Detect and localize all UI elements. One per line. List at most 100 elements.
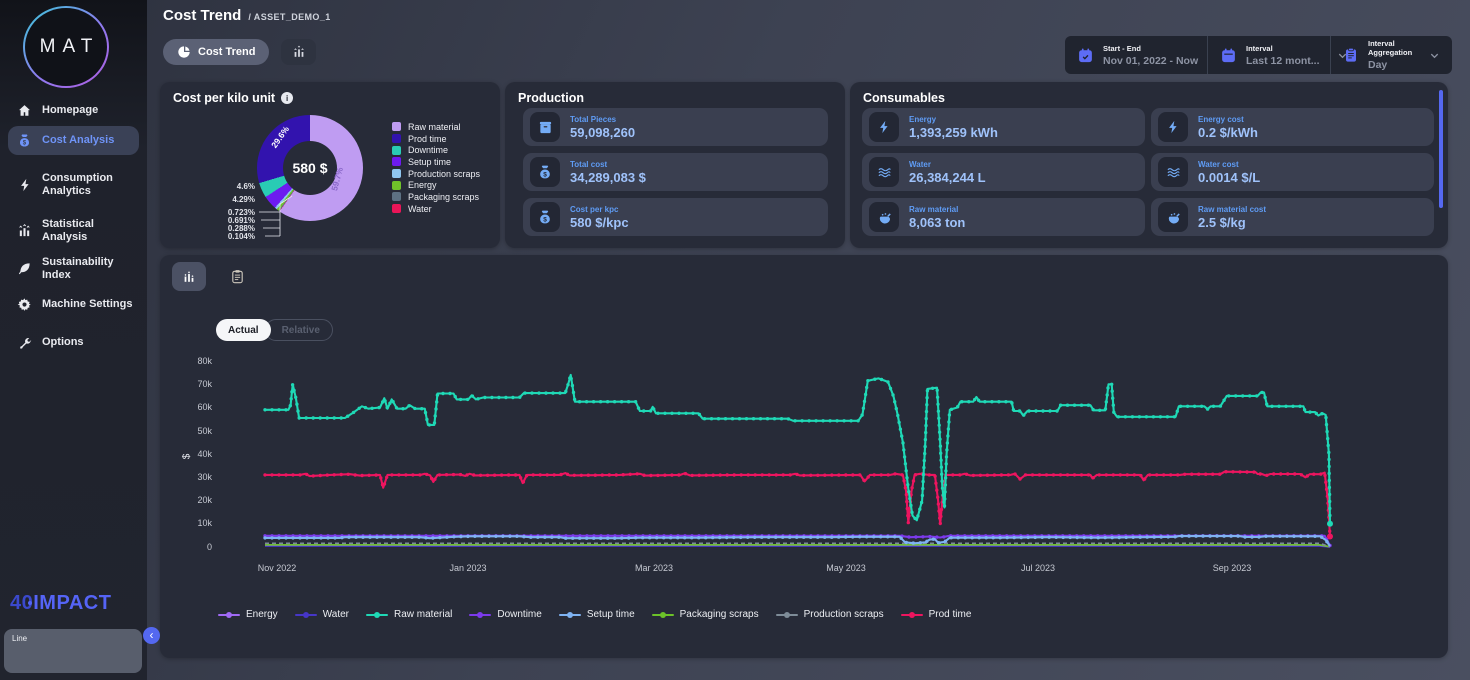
legend-swatch	[900, 611, 923, 618]
kpi-value: 8,063 ton	[909, 214, 966, 230]
legend-swatch	[392, 157, 401, 167]
y-axis-label: $	[181, 453, 193, 460]
info-icon[interactable]: i	[281, 92, 294, 104]
legend-swatch	[392, 134, 401, 144]
kpi-tile-water: Water 26,384,244 L	[862, 153, 1145, 191]
cost-trend-line-chart[interactable]	[220, 352, 1340, 552]
legend-swatch	[775, 611, 798, 618]
gear-icon	[16, 296, 33, 313]
slice-label-energy: 0.691%	[227, 216, 255, 225]
page-header: Cost Trend / ASSET_DEMO_1	[163, 7, 331, 24]
tab-label: Cost Trend	[198, 46, 256, 58]
chart-view-button[interactable]	[172, 262, 206, 291]
y-tick: 50k	[197, 426, 212, 436]
legend-swatch	[366, 611, 388, 618]
kpi-label: Water cost	[1198, 159, 1239, 169]
kpi-value: 2.5 $/kg	[1198, 214, 1246, 230]
sidebar-item-cost-analysis[interactable]: $ Cost Analysis	[8, 126, 139, 155]
toggle-actual[interactable]: Actual	[216, 319, 271, 341]
interval-aggregation-control[interactable]: Interval Aggregation Day	[1330, 36, 1452, 74]
y-tick: 10k	[197, 518, 212, 528]
production-card: Production Total Pieces 59,098,260 $ Tota…	[505, 82, 845, 248]
y-tick: 20k	[197, 495, 212, 505]
donut-legend: Raw material Prod time Downtime Setup ti…	[392, 121, 480, 215]
kpi-label: Energy	[909, 114, 937, 124]
bar-chart-icon	[182, 270, 196, 284]
kpi-value: 26,384,244 L	[909, 169, 986, 185]
kpi-label: Total Pieces	[570, 114, 617, 124]
toggle-relative[interactable]: Relative	[264, 319, 333, 341]
sidebar-item-statistical-analysis[interactable]: Statistical Analysis	[8, 212, 139, 249]
legend-swatch	[392, 180, 401, 190]
card-title: Consumables	[863, 91, 945, 105]
home-icon	[16, 102, 33, 119]
y-tick: 0	[206, 542, 212, 552]
chevron-down-icon[interactable]	[1337, 50, 1348, 61]
legend-item[interactable]: Setup time	[392, 156, 480, 168]
scrollbar-thumb[interactable]	[1439, 90, 1443, 208]
kpi-label: Cost per kpc	[570, 204, 619, 214]
tab-cost-trend[interactable]: Cost Trend	[163, 39, 270, 65]
line-selector[interactable]: Line	[4, 629, 142, 673]
clipboard-icon	[230, 269, 245, 284]
legend-item[interactable]: Prod time	[392, 133, 480, 145]
sidebar-item-options[interactable]: Options	[8, 328, 139, 357]
kpi-value: 0.2 $/kWh	[1198, 124, 1258, 140]
wrench-icon	[16, 334, 33, 351]
waves-icon	[1158, 157, 1188, 187]
stats-icon	[16, 222, 33, 239]
brand-logo: MAT	[23, 6, 109, 88]
legend-item[interactable]: Raw material	[392, 121, 480, 133]
chevron-down-icon[interactable]	[1429, 50, 1440, 61]
slice-label-packaging-scraps: 0.288%	[227, 224, 255, 233]
x-tick: Mar 2023	[634, 563, 674, 573]
chart-legend: Energy Water Raw material Downtime Setup…	[218, 609, 971, 620]
sidebar-collapse-button[interactable]: ‹	[143, 627, 160, 644]
legend-item[interactable]: Raw material	[366, 609, 452, 620]
footer-brand-impact: IMPACT	[33, 592, 112, 614]
sidebar-item-sustainability-index[interactable]: Sustainability Index	[8, 250, 139, 287]
control-label: Start - End	[1103, 43, 1141, 53]
legend-item[interactable]: Water	[392, 203, 480, 215]
legend-item[interactable]: Energy	[218, 609, 278, 620]
card-title: Cost per kilo unit	[173, 91, 276, 105]
slice-label-setup-time: 4.29%	[232, 195, 255, 204]
legend-swatch	[558, 611, 581, 618]
table-view-button[interactable]	[220, 262, 254, 291]
legend-item[interactable]: Downtime	[392, 144, 480, 156]
kpi-tile-energy-cost: Energy cost 0.2 $/kWh	[1151, 108, 1434, 146]
tab-statistics[interactable]	[281, 39, 317, 65]
x-tick: Nov 2022	[257, 563, 297, 573]
sidebar-item-homepage[interactable]: Homepage	[8, 96, 139, 125]
legend-swatch	[392, 169, 401, 179]
kpi-value: 34,289,083 $	[570, 169, 646, 185]
bolt-icon	[869, 112, 899, 142]
leaf-icon	[16, 260, 33, 277]
pie-chart-icon	[177, 45, 191, 59]
kpi-tile-total-cost: $ Total cost 34,289,083 $	[523, 153, 828, 191]
kpi-label: Energy cost	[1198, 114, 1244, 124]
legend-item[interactable]: Downtime	[469, 609, 542, 620]
start-end-control[interactable]: Start - End Nov 01, 2022 - Now	[1065, 36, 1207, 74]
sidebar-item-machine-settings[interactable]: Machine Settings	[8, 290, 139, 319]
interval-control[interactable]: Interval Last 12 mont...	[1207, 36, 1346, 74]
waves-icon	[869, 157, 899, 187]
consumables-card: Consumables Energy 1,393,259 kWh Water 26,…	[850, 82, 1448, 248]
legend-item[interactable]: Production scraps	[392, 168, 480, 180]
cost-per-kilo-card: Cost per kilo unit i 580 $ 59.7% 29.6% 4…	[160, 82, 500, 248]
legend-item[interactable]: Energy	[392, 179, 480, 191]
sidebar-item-consumption-analytics[interactable]: Consumption Analytics	[8, 166, 139, 203]
footer-brand-0: 0	[22, 592, 34, 614]
kpi-label: Raw material	[909, 204, 959, 214]
legend-item[interactable]: Packaging scraps	[392, 191, 480, 203]
legend-item[interactable]: Prod time	[900, 609, 971, 620]
sidebar-item-label: Sustainability Index	[42, 256, 114, 281]
legend-item[interactable]: Production scraps	[775, 609, 884, 620]
legend-swatch	[392, 122, 401, 132]
scoop-icon	[1158, 202, 1188, 232]
legend-item[interactable]: Packaging scraps	[651, 609, 759, 620]
legend-item[interactable]: Water	[294, 609, 349, 620]
x-tick: May 2023	[826, 563, 866, 573]
legend-item[interactable]: Setup time	[558, 609, 635, 620]
control-label: Interval Aggregation	[1368, 39, 1413, 57]
